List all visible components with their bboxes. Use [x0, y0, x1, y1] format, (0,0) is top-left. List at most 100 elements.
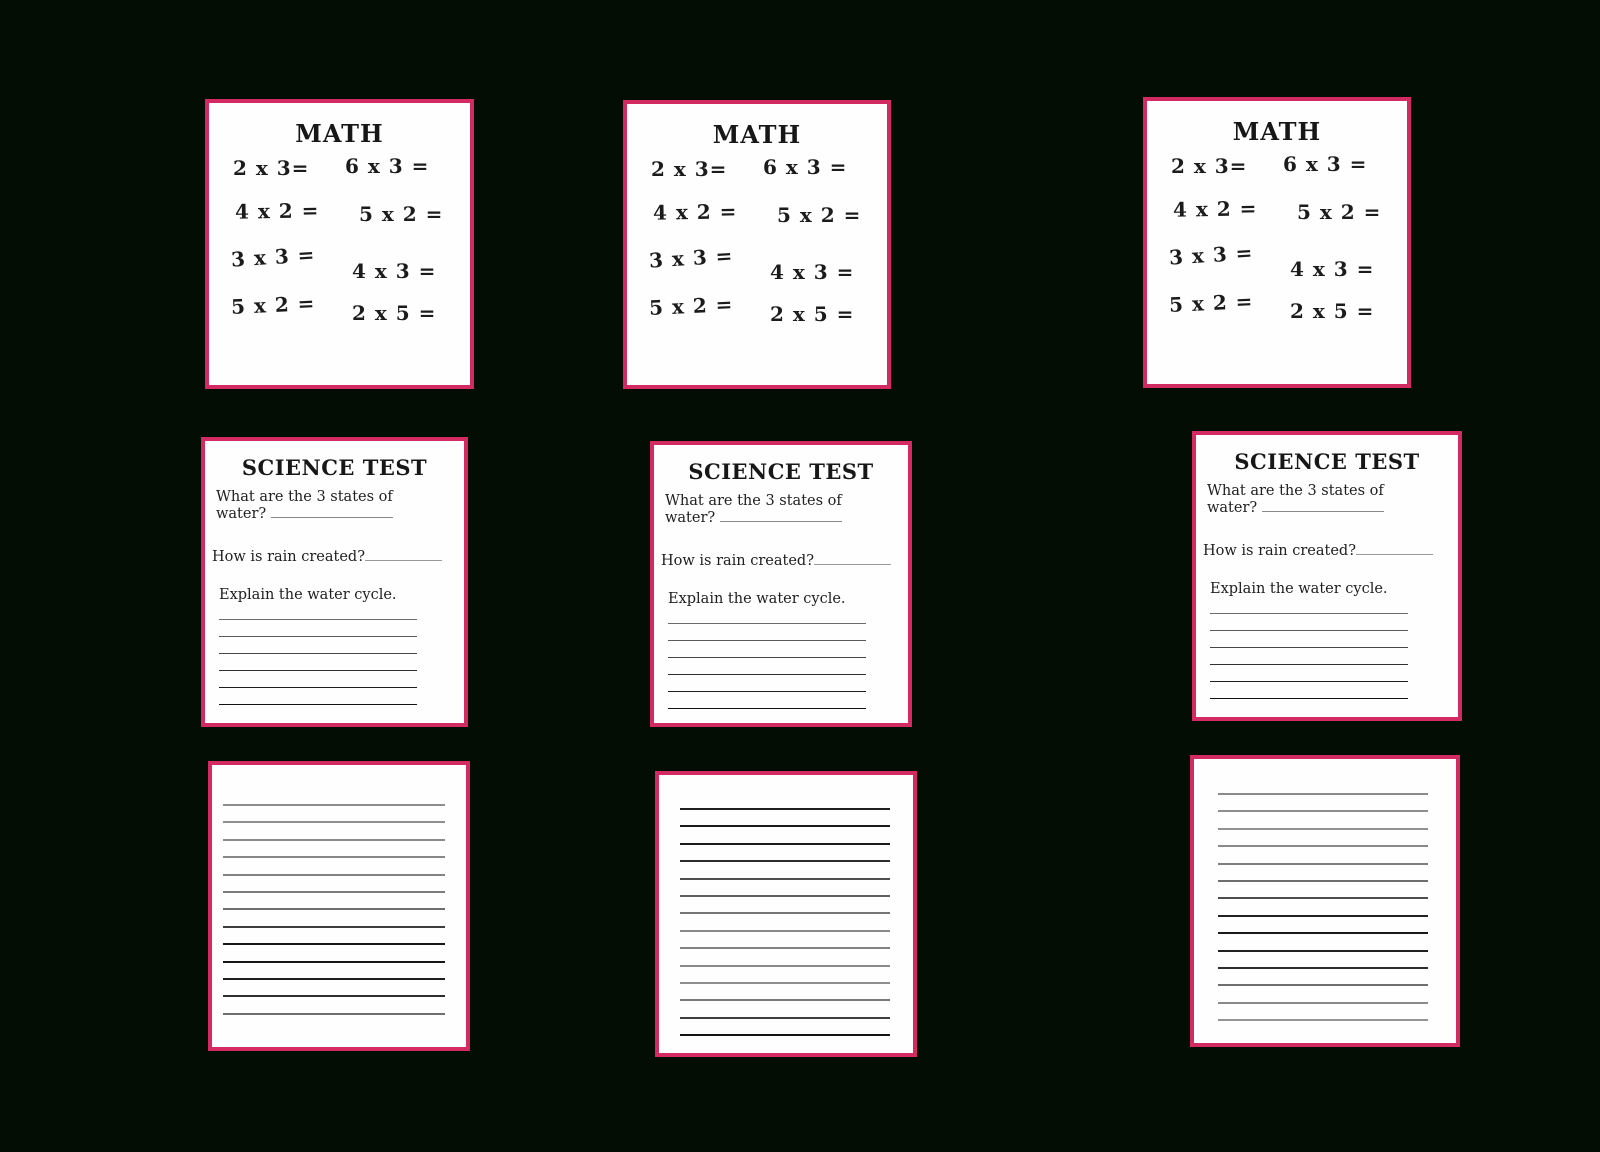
- ruled-line: [1210, 698, 1408, 699]
- science-title: SCIENCE TEST: [1234, 449, 1420, 474]
- ruled-line: [680, 912, 890, 915]
- science-test-card-1: SCIENCE TEST What are the 3 states of wa…: [201, 437, 468, 727]
- ruled-line: [223, 908, 445, 911]
- science-question-3: Explain the water cycle.: [1210, 581, 1388, 597]
- ruled-line: [680, 842, 890, 845]
- question-text: water?: [216, 506, 267, 522]
- ruled-line: [1218, 879, 1428, 882]
- ruled-line: [680, 981, 890, 984]
- math-worksheet-card-2: MATH 2 x 3= 6 x 3 = 4 x 2 = 5 x 2 = 3 x …: [623, 100, 891, 389]
- ruled-line: [668, 623, 866, 624]
- math-problem: 4 x 3 =: [770, 260, 855, 284]
- ruled-line: [223, 873, 445, 876]
- ruled-line: [1218, 793, 1428, 795]
- lined-paper-card-2: [655, 771, 917, 1057]
- answer-lines: [1210, 613, 1408, 715]
- ruled-line: [223, 943, 445, 946]
- ruled-line: [219, 636, 417, 637]
- answer-blank: [719, 520, 842, 522]
- math-problem: 4 x 3 =: [352, 259, 437, 283]
- science-question-2: How is rain created?: [661, 553, 891, 570]
- science-question-1: What are the 3 states of water?: [665, 493, 850, 527]
- math-problem: 2 x 5 =: [1290, 299, 1375, 323]
- math-problem: 2 x 3=: [651, 157, 728, 181]
- ruled-line: [219, 704, 417, 705]
- ruled-line: [1218, 897, 1428, 900]
- answer-blank: [814, 563, 891, 565]
- science-question-1: What are the 3 states of water?: [216, 489, 401, 523]
- answer-blank: [1261, 510, 1384, 512]
- ruled-line: [223, 856, 445, 859]
- math-title: MATH: [712, 120, 802, 149]
- lined-paper-card-1: [208, 761, 470, 1051]
- ruled-line: [1210, 613, 1408, 614]
- science-question-3: Explain the water cycle.: [219, 587, 397, 603]
- ruled-line: [1218, 984, 1428, 987]
- ruled-line: [1210, 664, 1408, 665]
- math-problem: 5 x 2 =: [359, 202, 444, 226]
- answer-lines: [668, 623, 866, 725]
- ruled-line: [223, 960, 445, 963]
- ruled-line: [668, 657, 866, 658]
- math-problem: 4 x 2 =: [1172, 196, 1258, 222]
- ruled-line: [680, 1034, 890, 1037]
- science-question-1: What are the 3 states of water?: [1207, 483, 1392, 517]
- ruled-line: [680, 999, 890, 1002]
- math-problem: 5 x 2 =: [230, 291, 316, 319]
- math-problem: 5 x 2 =: [1168, 289, 1254, 317]
- math-worksheet-card-1: MATH 2 x 3= 6 x 3 = 4 x 2 = 5 x 2 = 3 x …: [205, 99, 474, 389]
- answer-blank: [365, 559, 442, 561]
- ruled-line: [219, 687, 417, 688]
- math-title: MATH: [1232, 117, 1322, 146]
- question-text: How is rain created?: [661, 553, 814, 569]
- ruled-line: [680, 1016, 890, 1019]
- math-problem: 6 x 3 =: [345, 154, 430, 178]
- ruled-line: [680, 877, 890, 880]
- ruled-line: [680, 964, 890, 967]
- ruled-line: [680, 860, 890, 863]
- ruled-line: [1218, 810, 1428, 813]
- math-problem: 3 x 3 =: [230, 242, 317, 272]
- science-title: SCIENCE TEST: [688, 459, 874, 484]
- science-question-2: How is rain created?: [1203, 543, 1433, 560]
- ruled-line: [1218, 827, 1428, 830]
- ruled-line: [219, 670, 417, 671]
- ruled-line: [1218, 862, 1428, 865]
- ruled-lines: [1194, 759, 1456, 1043]
- question-text: How is rain created?: [212, 549, 365, 565]
- ruled-line: [223, 1012, 445, 1015]
- math-problem: 6 x 3 =: [1283, 152, 1368, 176]
- science-test-card-3: SCIENCE TEST What are the 3 states of wa…: [1192, 431, 1462, 721]
- ruled-line: [223, 925, 445, 928]
- math-problem: 6 x 3 =: [763, 155, 848, 179]
- ruled-line: [668, 674, 866, 675]
- science-question-2: How is rain created?: [212, 549, 442, 566]
- ruled-line: [680, 808, 890, 810]
- answer-blank: [270, 516, 393, 518]
- math-problem: 3 x 3 =: [648, 243, 735, 273]
- ruled-line: [668, 691, 866, 692]
- math-problem: 5 x 2 =: [1297, 200, 1382, 224]
- math-problem: 5 x 2 =: [648, 292, 734, 320]
- ruled-line: [223, 804, 445, 806]
- math-problem: 2 x 5 =: [770, 302, 855, 326]
- math-problem: 2 x 3=: [1171, 154, 1248, 178]
- ruled-line: [680, 894, 890, 897]
- question-text: water?: [665, 510, 716, 526]
- math-worksheet-card-3: MATH 2 x 3= 6 x 3 = 4 x 2 = 5 x 2 = 3 x …: [1143, 97, 1411, 388]
- question-text: water?: [1207, 500, 1258, 516]
- ruled-line: [1210, 647, 1408, 648]
- ruled-line: [668, 708, 866, 709]
- ruled-line: [219, 653, 417, 654]
- ruled-line: [680, 929, 890, 932]
- answer-blank: [1356, 553, 1433, 555]
- ruled-line: [1218, 1001, 1428, 1004]
- ruled-line: [1210, 630, 1408, 631]
- math-problem: 4 x 2 =: [652, 199, 738, 225]
- ruled-line: [1218, 845, 1428, 848]
- ruled-line: [680, 947, 890, 950]
- ruled-line: [1218, 932, 1428, 935]
- lined-paper-card-3: [1190, 755, 1460, 1047]
- ruled-line: [223, 838, 445, 841]
- math-problem: 4 x 2 =: [234, 198, 320, 224]
